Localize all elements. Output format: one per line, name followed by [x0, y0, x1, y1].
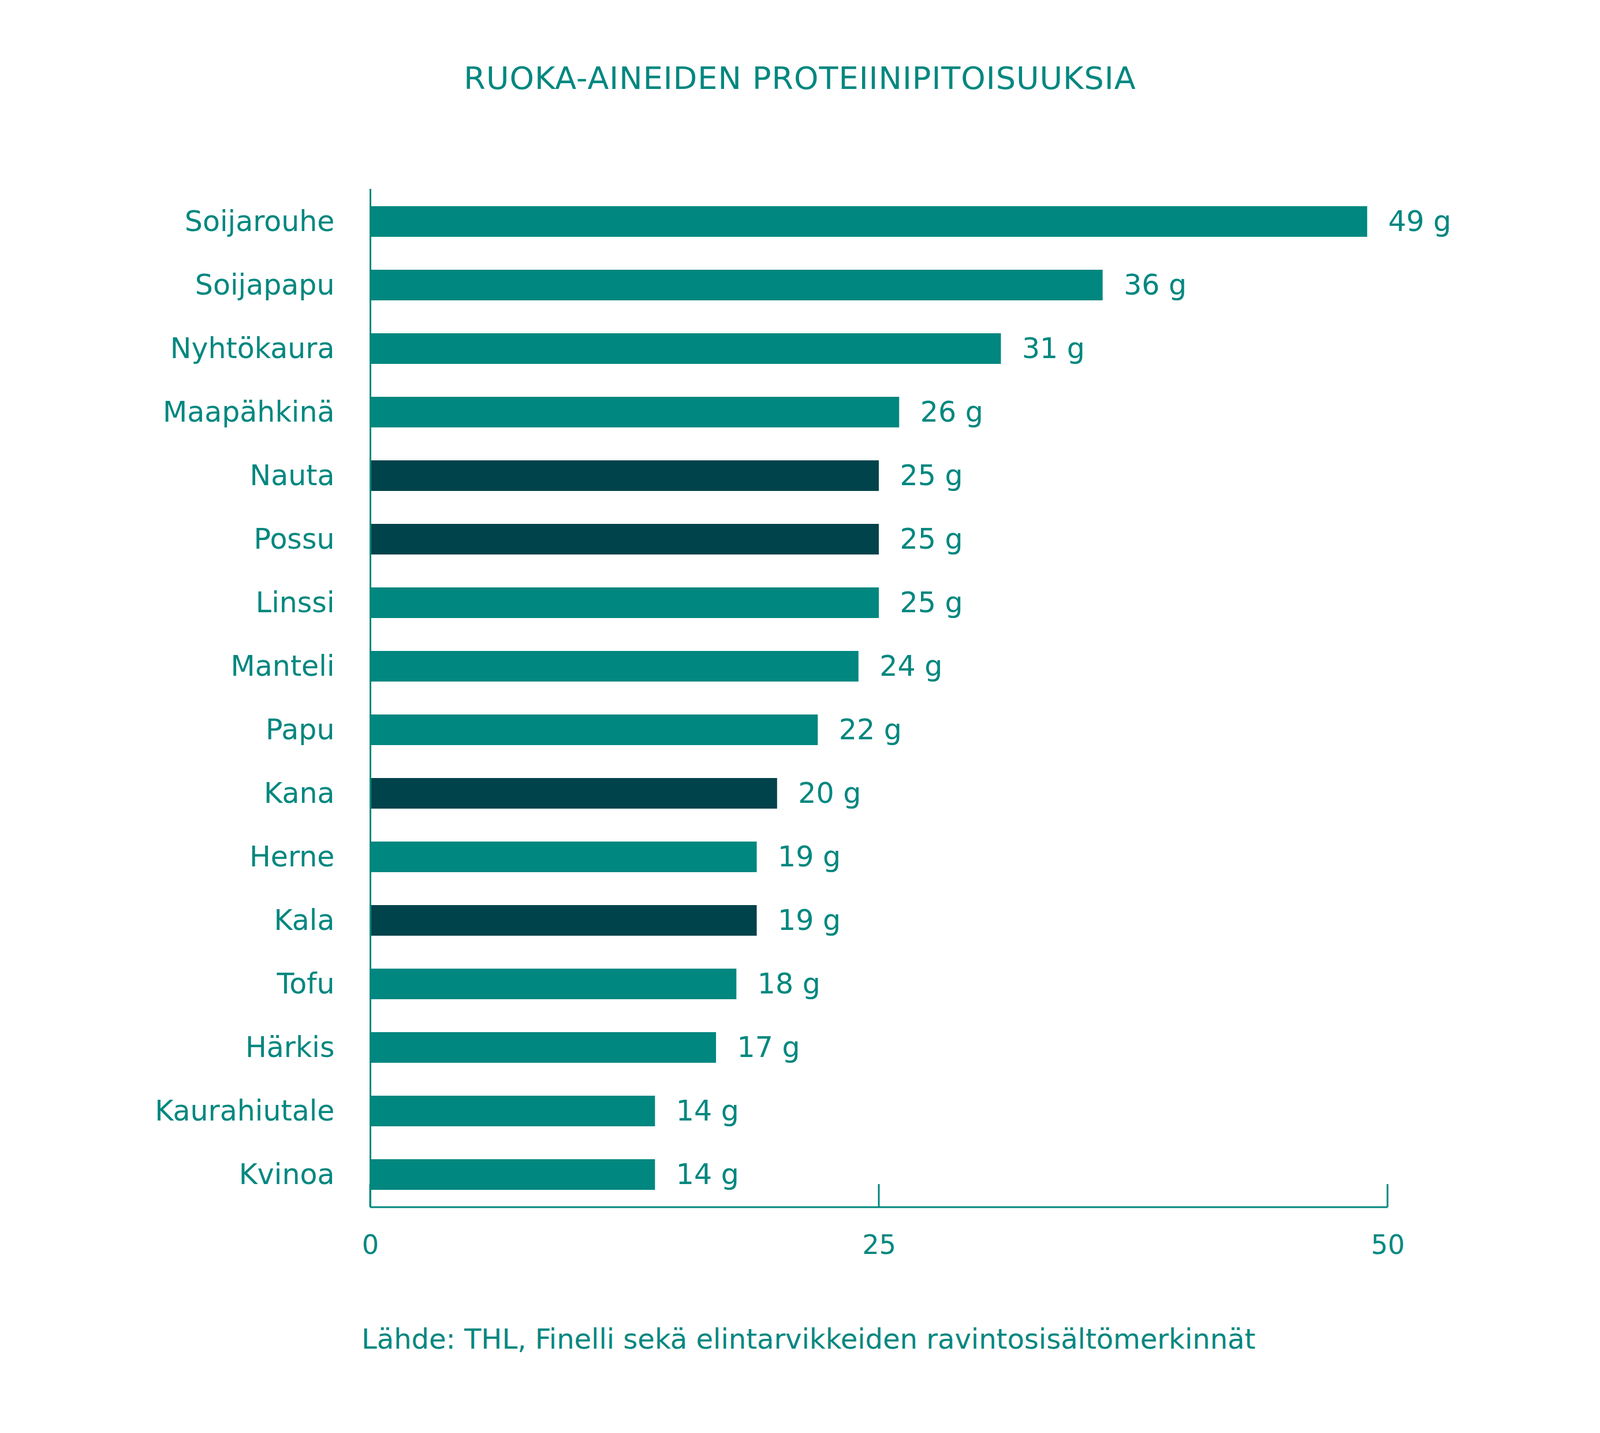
svg-text:22 g: 22 g — [838, 713, 902, 747]
svg-text:31 g: 31 g — [1022, 332, 1085, 365]
svg-text:Kvinoa: Kvinoa — [239, 1157, 335, 1191]
svg-text:Manteli: Manteli — [230, 649, 335, 683]
svg-text:Papu: Papu — [265, 713, 335, 747]
svg-text:19 g: 19 g — [777, 840, 841, 874]
svg-text:Possu: Possu — [254, 522, 335, 556]
svg-text:20 g: 20 g — [797, 776, 861, 810]
svg-text:Härkis: Härkis — [245, 1030, 335, 1064]
html-text:RUOKA-AINEIDEN PROTEIINIPITOIS: RUOKA-AINEIDEN PROTEIINIPITOISUUKSIA — [463, 59, 1137, 97]
svg-text:14 g: 14 g — [676, 1094, 740, 1128]
svg-text:Soijarouhe: Soijarouhe — [184, 204, 335, 238]
svg-text:19 g: 19 g — [777, 903, 841, 937]
svg-text:Tofu: Tofu — [276, 967, 335, 1001]
svg-text:36 g: 36 g — [1123, 268, 1187, 302]
svg-text:Herne: Herne — [249, 840, 335, 874]
svg-text:25 g: 25 g — [900, 522, 964, 556]
svg-text:49 g: 49 g — [1388, 204, 1452, 238]
svg-text:Kana: Kana — [263, 776, 335, 810]
svg-text:50: 50 — [1370, 1228, 1405, 1260]
svg-text:25: 25 — [862, 1228, 897, 1260]
html-text:Lähde: THL, Finelli sekä elint: Lähde: THL, Finelli sekä elintarvikkeide… — [361, 1322, 1256, 1355]
svg-text:Nauta: Nauta — [250, 459, 335, 492]
svg-text:14 g: 14 g — [676, 1157, 740, 1191]
svg-text:Maapähkinä: Maapähkinä — [162, 395, 335, 429]
svg-text:18 g: 18 g — [757, 967, 821, 1001]
svg-text:Nyhtökaura: Nyhtökaura — [170, 332, 335, 365]
svg-text:24 g: 24 g — [879, 649, 943, 683]
svg-text:Kala: Kala — [274, 903, 335, 937]
svg-text:Linssi: Linssi — [255, 586, 335, 619]
svg-text:Soijapapu: Soijapapu — [195, 268, 335, 302]
svg-text:17 g: 17 g — [737, 1030, 801, 1064]
svg-text:Kaurahiutale: Kaurahiutale — [154, 1094, 335, 1128]
svg-text:25 g: 25 g — [900, 586, 964, 619]
svg-text:25 g: 25 g — [900, 459, 964, 492]
svg-text:26 g: 26 g — [920, 395, 984, 429]
svg-text:0: 0 — [362, 1228, 379, 1260]
